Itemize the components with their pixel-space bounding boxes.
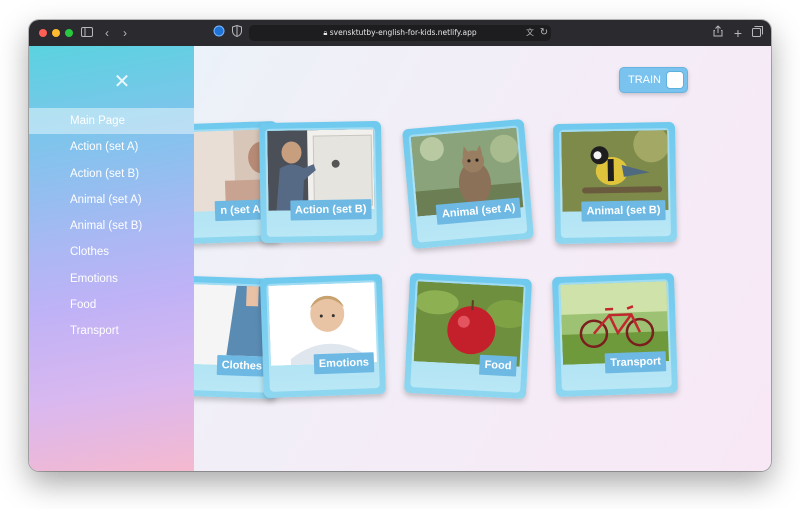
zoom-window-button[interactable] — [65, 29, 73, 37]
card-label: Emotions — [313, 352, 375, 375]
reload-icon[interactable]: ↻ — [539, 27, 549, 38]
browser-window: ‹ › 🔒︎ svensktutby-english-for-kids.netl… — [29, 20, 771, 471]
card-label: Animal (set B) — [581, 200, 666, 222]
bird-photo — [561, 130, 669, 212]
side-menu: ✕ Main Page Action (set A) Action (set B… — [29, 46, 194, 471]
category-card-emotions[interactable]: Emotions — [259, 273, 387, 399]
share-icon[interactable] — [710, 25, 726, 41]
apple-photo — [413, 281, 524, 367]
site-favicon-icon — [211, 25, 227, 41]
nav-item-emotions[interactable]: Emotions — [70, 272, 118, 285]
shield-icon[interactable] — [229, 24, 245, 41]
nav-item-clothes[interactable]: Clothes — [70, 246, 109, 259]
new-tab-icon[interactable]: + — [733, 25, 743, 41]
nav-item-main-page[interactable]: Main Page — [29, 108, 194, 135]
nav-item-action-a[interactable]: Action (set A) — [70, 141, 139, 154]
page-viewport: TRAIN n (set A) — [29, 46, 771, 471]
boy-opening-door-photo — [267, 129, 375, 211]
card-label: Transport — [604, 351, 667, 374]
close-menu-button[interactable]: ✕ — [112, 72, 132, 92]
lock-icon: 🔒︎ — [323, 28, 328, 37]
translate-icon[interactable]: 文 — [526, 28, 534, 37]
back-icon[interactable]: ‹ — [105, 26, 109, 40]
category-card-food[interactable]: Food — [403, 272, 533, 400]
category-card-animal-a[interactable]: Animal (set A) — [402, 118, 534, 250]
address-bar[interactable]: 🔒︎ svensktutby-english-for-kids.netlify.… — [249, 25, 551, 41]
side-menu-nav: Main Page Action (set A) Action (set B) … — [29, 108, 194, 345]
nav-item-animal-a[interactable]: Animal (set A) — [70, 193, 142, 206]
nav-item-action-b[interactable]: Action (set B) — [70, 167, 140, 180]
category-card-transport[interactable]: Transport — [551, 272, 679, 398]
nav-item-food[interactable]: Food — [70, 299, 97, 312]
train-mode-toggle[interactable]: TRAIN — [619, 67, 688, 93]
close-window-button[interactable] — [39, 29, 47, 37]
forward-icon[interactable]: › — [123, 26, 127, 40]
minimize-window-button[interactable] — [52, 29, 60, 37]
toggle-knob[interactable] — [666, 71, 684, 89]
card-label: Action (set B) — [289, 199, 372, 221]
category-card-action-b[interactable]: Action (set B) — [258, 120, 384, 244]
browser-toolbar: ‹ › 🔒︎ svensktutby-english-for-kids.netl… — [29, 20, 771, 46]
category-card-animal-b[interactable]: Animal (set B) — [552, 121, 678, 245]
card-label: Clothes — [216, 354, 268, 377]
train-label: TRAIN — [628, 74, 661, 86]
sidebar-toggle-icon[interactable] — [79, 25, 95, 41]
url-text: svensktutby-english-for-kids.netlify.app — [329, 28, 477, 37]
nav-item-transport[interactable]: Transport — [70, 325, 119, 338]
tab-overview-icon[interactable] — [749, 25, 765, 41]
nav-item-animal-b[interactable]: Animal (set B) — [70, 220, 143, 233]
card-label: Food — [479, 354, 517, 377]
close-icon[interactable]: ✕ — [113, 71, 131, 93]
